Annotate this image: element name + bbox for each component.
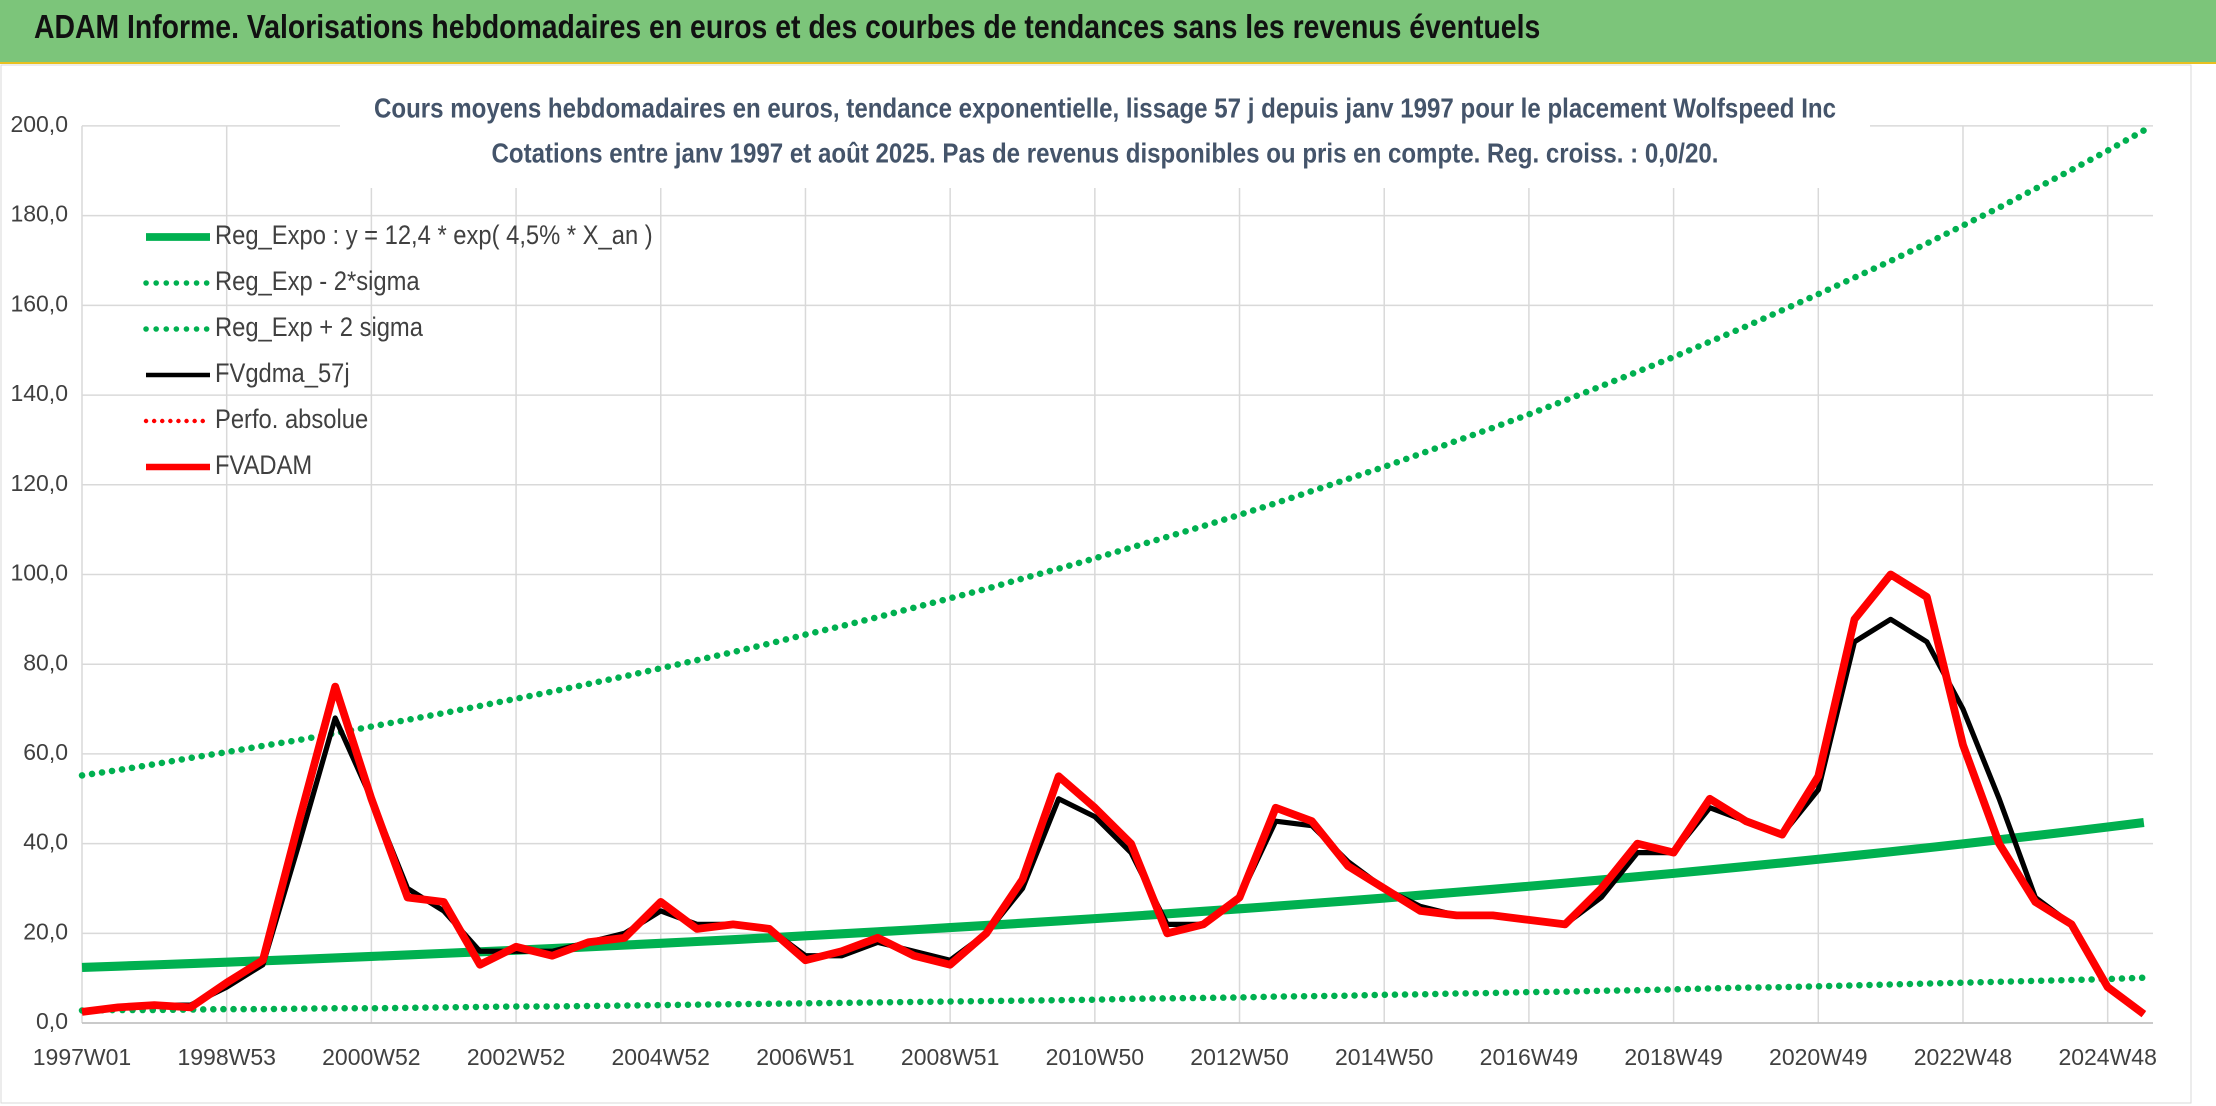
header-title: ADAM Informe. Valorisations hebdomadaire… [34,8,1541,45]
chart-title: Cours moyens hebdomadaires en euros, ten… [374,92,1836,124]
chart-frame [0,64,2192,1104]
x-tick-label: 2014W50 [1335,1044,1433,1070]
y-tick-label: 80,0 [23,649,68,675]
y-tick-label: 20,0 [23,918,68,944]
x-tick-label: 2010W50 [1046,1044,1144,1070]
y-tick-label: 180,0 [10,201,68,227]
y-tick-label: 120,0 [10,470,68,496]
legend-label: Reg_Expo : y = 12,4 * exp( 4,5% * X_an ) [215,221,653,251]
legend-label: Perfo. absolue [215,405,368,435]
x-tick-label: 1997W01 [33,1044,131,1070]
x-tick-label: 2024W48 [2058,1044,2156,1070]
legend-label: Reg_Exp - 2*sigma [215,267,420,297]
legend-label: Reg_Exp + 2 sigma [215,313,424,343]
series-line [78,127,2148,779]
chart-subtitle: Cotations entre janv 1997 et août 2025. … [492,137,1719,169]
series-line [81,570,2147,1018]
y-tick-label: 60,0 [23,739,68,765]
chart: 0,0 20,0 40,0 60,0 80,0 100,0 120,0 140,0 160,0 1… [0,64,2192,1104]
y-tick-label: 160,0 [10,290,68,316]
y-tick-label: 140,0 [10,380,68,406]
x-tick-label: 2004W52 [612,1044,710,1070]
x-tick-label: 2006W51 [756,1044,854,1070]
legend-label: FVADAM [215,451,312,481]
header-bar: ADAM Informe. Valorisations hebdomadaire… [0,0,2216,64]
x-tick-label: 2008W51 [901,1044,999,1070]
series-line [81,817,2145,972]
y-tick-label: 100,0 [10,560,68,586]
y-tick-label: 0,0 [36,1008,68,1034]
x-tick-label: 2018W49 [1624,1044,1722,1070]
legend-label: FVgdma_57j [215,359,350,389]
x-tick-label: 2002W52 [467,1044,565,1070]
y-tick-label: 200,0 [10,111,68,137]
x-tick-label: 2012W50 [1190,1044,1288,1070]
x-tick-label: 2016W49 [1480,1044,1578,1070]
x-tick-label: 1998W53 [177,1044,275,1070]
series-line [78,974,2148,1014]
x-tick-label: 2000W52 [322,1044,420,1070]
title-background [340,88,1870,188]
y-tick-label: 40,0 [23,829,68,855]
x-tick-label: 2020W49 [1769,1044,1867,1070]
x-tick-label: 2022W48 [1914,1044,2012,1070]
